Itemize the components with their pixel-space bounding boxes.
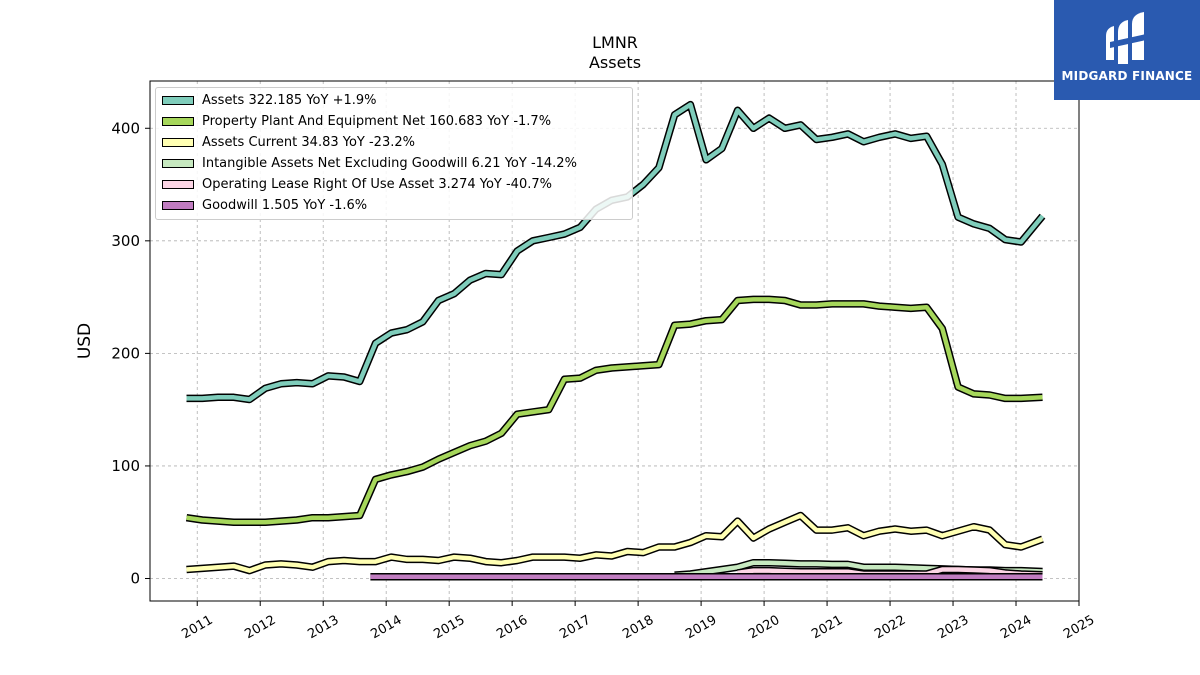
x-tick-label: 2016 <box>494 613 530 643</box>
y-tick-label: 400 <box>111 119 140 137</box>
legend-item: Assets Current 34.83 YoY -23.2% <box>162 133 415 151</box>
legend-label: Operating Lease Right Of Use Asset 3.274… <box>202 176 552 192</box>
x-tick-label: 2017 <box>557 613 593 643</box>
legend-swatch <box>162 116 194 126</box>
legend-swatch <box>162 200 194 210</box>
legend-label: Property Plant And Equipment Net 160.683… <box>202 113 552 129</box>
x-tick-label: 2020 <box>746 613 782 643</box>
legend-item: Assets 322.185 YoY +1.9% <box>162 91 377 109</box>
brand-logo: MIDGARD FINANCE <box>1054 0 1200 100</box>
legend-swatch <box>162 137 194 147</box>
legend-swatch <box>162 95 194 105</box>
legend-label: Assets 322.185 YoY +1.9% <box>202 92 377 108</box>
y-axis-label: USD <box>75 323 95 359</box>
x-tick-label: 2014 <box>368 613 404 643</box>
y-tick-label: 300 <box>111 232 140 250</box>
brand-name: MIDGARD FINANCE <box>1061 69 1193 83</box>
y-tick-label: 0 <box>130 569 140 587</box>
y-tick-label: 100 <box>111 457 140 475</box>
plot-frame <box>149 80 1080 602</box>
series-line-outline <box>185 295 1043 526</box>
x-tick-label: 2019 <box>683 613 719 643</box>
series-line <box>186 297 1043 525</box>
chart-title: LMNR <box>592 33 638 52</box>
legend-swatch <box>162 158 194 168</box>
x-tick-label: 2012 <box>242 613 278 643</box>
series-layer <box>185 100 1046 581</box>
legend-label: Goodwill 1.505 YoY -1.6% <box>202 197 368 213</box>
x-tick-label: 2022 <box>872 613 908 643</box>
legend-label: Intangible Assets Net Excluding Goodwill… <box>202 155 577 171</box>
series-line <box>186 513 1044 573</box>
x-tick-label: 2023 <box>935 613 971 643</box>
y-tick-label: 200 <box>111 344 140 362</box>
x-tick-label: 2013 <box>305 613 341 643</box>
series-line-outline <box>186 511 1044 575</box>
midgard-logo-icon <box>1106 12 1146 64</box>
x-tick-label: 2025 <box>1061 613 1097 643</box>
legend-item: Intangible Assets Net Excluding Goodwill… <box>162 154 577 172</box>
legend-item: Operating Lease Right Of Use Asset 3.274… <box>162 175 552 193</box>
legend: Assets 322.185 YoY +1.9% Property Plant … <box>155 87 633 220</box>
x-tick-label: 2015 <box>431 613 467 643</box>
x-tick-label: 2021 <box>809 613 845 643</box>
x-tick-label: 2018 <box>620 613 656 643</box>
legend-item: Goodwill 1.505 YoY -1.6% <box>162 196 367 214</box>
x-tick-label: 2024 <box>998 613 1034 643</box>
legend-item: Property Plant And Equipment Net 160.683… <box>162 112 551 130</box>
chart-subtitle: Assets <box>588 53 642 72</box>
legend-swatch <box>162 179 194 189</box>
legend-label: Assets Current 34.83 YoY -23.2% <box>202 134 415 150</box>
x-tick-label: 2011 <box>179 613 215 643</box>
